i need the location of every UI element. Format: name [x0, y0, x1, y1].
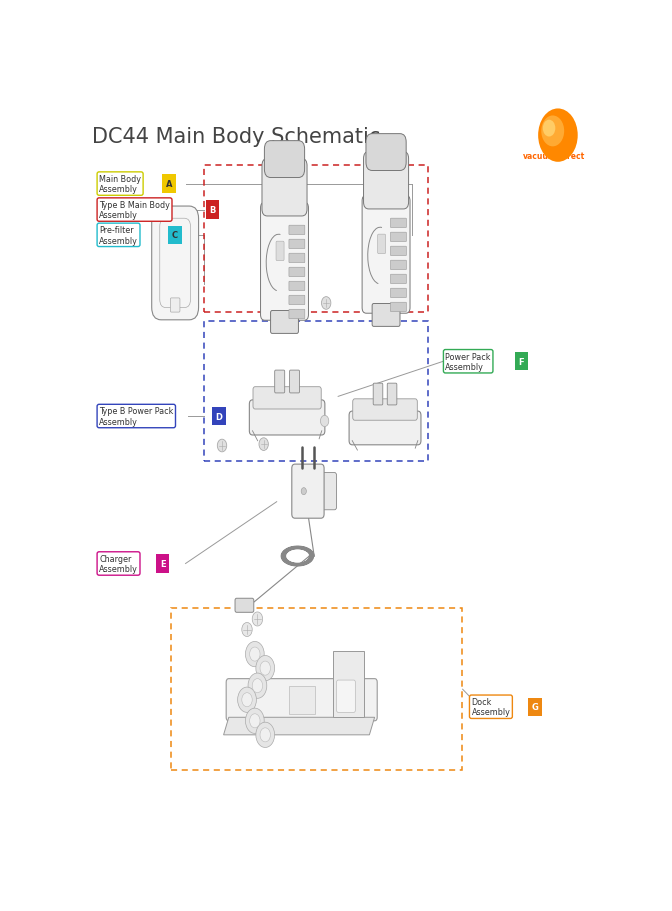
Circle shape [259, 438, 268, 451]
Text: Pre-filter
Assembly: Pre-filter Assembly [99, 226, 138, 245]
Text: DC44 Main Body Schematic: DC44 Main Body Schematic [92, 127, 380, 147]
Text: .com: .com [555, 151, 571, 157]
Circle shape [238, 687, 257, 712]
Circle shape [245, 641, 264, 667]
Text: Type B Main Body
Assembly: Type B Main Body Assembly [99, 200, 170, 220]
FancyBboxPatch shape [390, 261, 407, 271]
FancyBboxPatch shape [292, 465, 324, 518]
FancyBboxPatch shape [162, 175, 175, 193]
FancyBboxPatch shape [373, 384, 383, 405]
FancyBboxPatch shape [289, 281, 305, 292]
FancyBboxPatch shape [152, 207, 199, 321]
FancyBboxPatch shape [289, 686, 314, 714]
FancyBboxPatch shape [289, 226, 305, 235]
FancyBboxPatch shape [271, 312, 298, 334]
Text: Type B Power Pack
Assembly: Type B Power Pack Assembly [99, 407, 173, 426]
FancyBboxPatch shape [276, 242, 284, 261]
Circle shape [541, 117, 564, 148]
Circle shape [252, 612, 263, 626]
Text: Main Body
Assembly: Main Body Assembly [99, 175, 141, 194]
FancyBboxPatch shape [318, 473, 337, 510]
FancyBboxPatch shape [206, 201, 219, 220]
FancyBboxPatch shape [156, 555, 169, 573]
FancyBboxPatch shape [362, 196, 410, 314]
Text: C: C [172, 231, 178, 241]
Circle shape [242, 693, 252, 707]
Circle shape [321, 415, 329, 427]
FancyBboxPatch shape [333, 650, 364, 718]
FancyBboxPatch shape [366, 135, 406, 171]
FancyBboxPatch shape [390, 289, 407, 298]
FancyBboxPatch shape [390, 219, 407, 229]
Circle shape [248, 673, 267, 699]
FancyBboxPatch shape [390, 233, 407, 242]
Circle shape [543, 120, 555, 138]
Text: E: E [160, 559, 165, 568]
Circle shape [245, 709, 264, 733]
FancyBboxPatch shape [372, 304, 400, 327]
Circle shape [217, 440, 226, 453]
Text: F: F [519, 357, 524, 366]
FancyBboxPatch shape [169, 227, 182, 245]
FancyBboxPatch shape [289, 268, 305, 277]
Circle shape [301, 488, 306, 496]
FancyBboxPatch shape [261, 203, 308, 321]
Text: Dock
Assembly: Dock Assembly [472, 697, 510, 717]
FancyBboxPatch shape [390, 275, 407, 284]
Circle shape [256, 722, 275, 748]
FancyBboxPatch shape [337, 681, 355, 712]
Text: D: D [216, 412, 222, 421]
Text: Charger
Assembly: Charger Assembly [99, 554, 138, 574]
FancyBboxPatch shape [387, 384, 397, 405]
FancyBboxPatch shape [515, 353, 528, 371]
FancyBboxPatch shape [235, 599, 254, 612]
Polygon shape [224, 718, 374, 735]
Circle shape [242, 623, 252, 637]
FancyBboxPatch shape [390, 247, 407, 256]
FancyBboxPatch shape [289, 254, 305, 263]
Text: B: B [210, 206, 216, 215]
FancyBboxPatch shape [275, 371, 285, 394]
Circle shape [260, 728, 270, 742]
FancyBboxPatch shape [289, 296, 305, 305]
FancyBboxPatch shape [390, 302, 407, 312]
FancyBboxPatch shape [262, 159, 307, 217]
Text: A: A [165, 179, 172, 189]
Circle shape [321, 297, 331, 310]
FancyBboxPatch shape [289, 240, 305, 250]
Circle shape [256, 656, 275, 681]
FancyBboxPatch shape [212, 407, 226, 425]
Text: Power Pack
Assembly: Power Pack Assembly [446, 353, 491, 372]
FancyBboxPatch shape [264, 141, 304, 179]
FancyBboxPatch shape [364, 152, 409, 210]
FancyBboxPatch shape [349, 412, 421, 445]
FancyBboxPatch shape [378, 235, 386, 254]
FancyBboxPatch shape [253, 387, 321, 410]
FancyBboxPatch shape [249, 401, 325, 435]
FancyBboxPatch shape [353, 399, 417, 421]
Text: vacuum-direct: vacuum-direct [523, 151, 585, 160]
Text: G: G [532, 702, 538, 711]
Circle shape [538, 109, 578, 163]
FancyBboxPatch shape [226, 679, 377, 721]
Circle shape [249, 648, 260, 661]
FancyBboxPatch shape [289, 310, 305, 319]
FancyBboxPatch shape [170, 299, 180, 312]
FancyBboxPatch shape [528, 698, 542, 716]
Circle shape [249, 714, 260, 728]
Circle shape [260, 661, 270, 675]
FancyBboxPatch shape [290, 371, 300, 394]
Circle shape [252, 679, 263, 693]
